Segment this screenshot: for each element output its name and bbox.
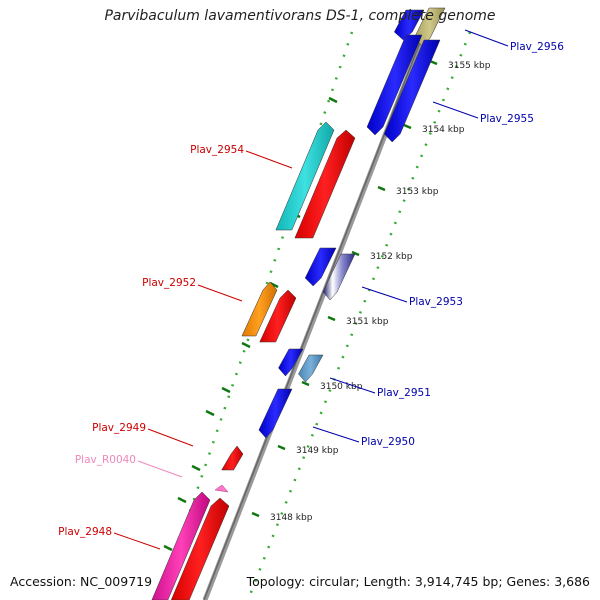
gene-label[interactable]: Plav_2948 — [58, 526, 112, 538]
gene-label-leader — [329, 377, 376, 394]
gene-Plav_2955[interactable] — [383, 39, 441, 143]
gene-Plav_2953-a[interactable] — [304, 247, 337, 287]
gene-Plav_2948[interactable] — [170, 497, 230, 600]
gene-Plav_2951-a[interactable] — [278, 348, 304, 377]
gene-label[interactable]: Plav_2954 — [190, 144, 244, 156]
gene-label-leader — [197, 284, 243, 302]
gene-label-leader — [137, 460, 183, 478]
outer-tick-mark — [221, 386, 231, 394]
tick-label: 3153 kbp — [396, 187, 439, 197]
gene-Plav_2951[interactable] — [298, 354, 324, 383]
gene-Plav_2948-a[interactable] — [151, 491, 211, 600]
tick-label: 3149 kbp — [296, 446, 339, 456]
tick-label: 3154 kbp — [422, 125, 465, 135]
tick-label: 3148 kbp — [270, 513, 313, 523]
outer-tick-mark — [205, 409, 215, 417]
genome-summary-text: Topology: circular; Length: 3,914,745 bp… — [246, 574, 590, 589]
gene-Plav_2949[interactable] — [221, 445, 244, 471]
gene-Plav_2952-a[interactable] — [241, 281, 278, 337]
tick-label: 3152 kbp — [370, 252, 413, 262]
outer-tick-mark — [328, 96, 338, 104]
gene-label[interactable]: Plav_2951 — [377, 387, 431, 399]
gene-Plav_2952[interactable] — [259, 289, 297, 343]
gene-label-leader — [361, 286, 408, 303]
gene-label[interactable]: Plav_2953 — [409, 296, 463, 308]
outer-tick-mark — [191, 464, 201, 472]
gene-label-leader — [312, 426, 360, 443]
tick-label: 3155 kbp — [448, 61, 491, 71]
outer-tick-mark — [241, 341, 251, 349]
tick-mark — [301, 380, 310, 387]
gene-label-leader — [113, 532, 161, 550]
gene-label-leader — [432, 101, 479, 119]
gene-Plav_2955-a[interactable] — [366, 34, 423, 136]
gene-label[interactable]: Plav_2956 — [510, 41, 564, 53]
gene-label[interactable]: Plav_2950 — [361, 436, 415, 448]
outer-tick-mark — [177, 496, 187, 504]
accession-text: Accession: NC_009719 — [10, 574, 153, 589]
outer-tick-mark — [163, 544, 173, 552]
gene-label[interactable]: Plav_2949 — [92, 422, 146, 434]
gene-Plav_2954[interactable] — [294, 129, 356, 239]
gene-Plav_2950[interactable] — [258, 388, 293, 439]
gene-label-leader — [245, 150, 293, 169]
tick-label: 3150 kbp — [320, 382, 363, 392]
tick-label: 3151 kbp — [346, 317, 389, 327]
genome-backbone-highlight — [203, 31, 425, 600]
gene-label[interactable]: Plav_R0040 — [75, 454, 136, 466]
tick-mark — [403, 123, 412, 130]
tick-mark — [277, 444, 286, 451]
gene-label[interactable]: Plav_2952 — [142, 277, 196, 289]
gene-Plav_R0040[interactable] — [214, 484, 229, 493]
tick-mark — [327, 315, 336, 322]
gene-Plav_2953[interactable] — [322, 253, 356, 301]
tick-mark — [377, 185, 386, 192]
tick-mark — [251, 511, 260, 518]
gene-label[interactable]: Plav_2955 — [480, 113, 534, 125]
gene-label-leader — [464, 29, 509, 47]
gene-label-leader — [147, 428, 194, 447]
gene-Plav_2954-a[interactable] — [275, 121, 335, 231]
tick-mark — [351, 250, 360, 257]
map-title: Parvibaculum lavamentivorans DS-1, compl… — [104, 8, 496, 24]
